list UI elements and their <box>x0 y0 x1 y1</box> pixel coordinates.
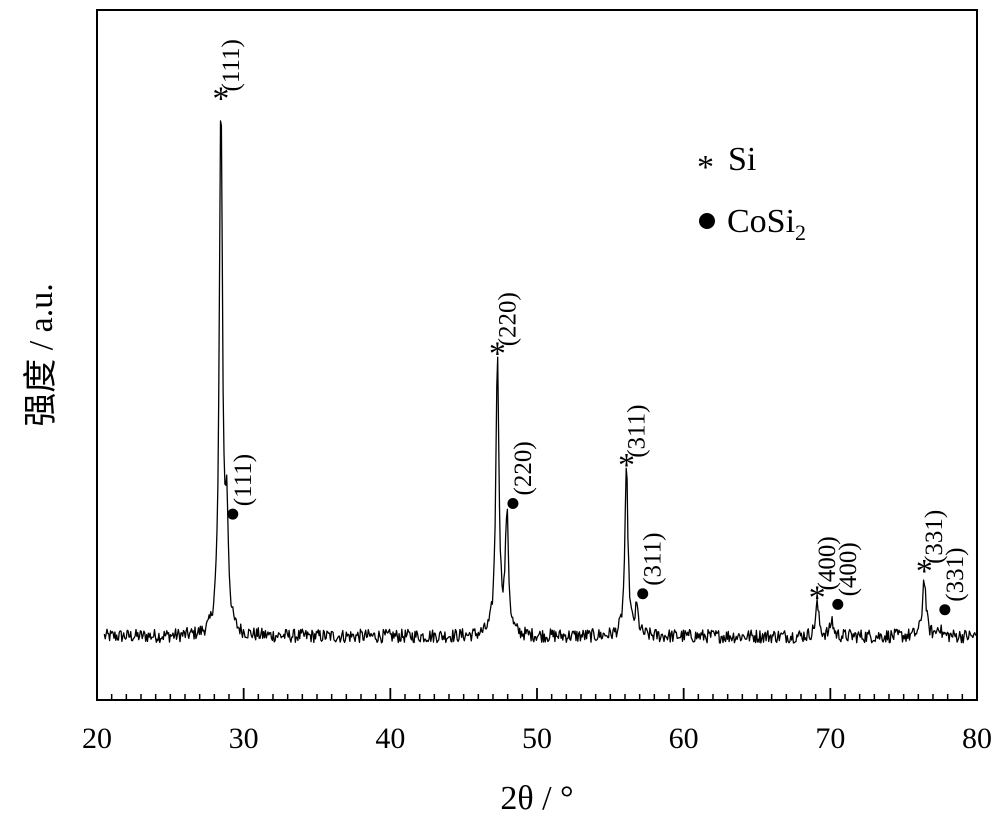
peak-labels: (111) (111) (220) (220) (311) (311) (400)(400)… <box>218 39 969 601</box>
legend-dot-marker <box>699 213 715 229</box>
cosi2-peak-marker <box>832 598 844 610</box>
peak-hkl-label: (311) <box>624 405 651 458</box>
peak-hkl-label: (400) <box>814 536 841 590</box>
y-axis-title: 强度 / a.u. <box>22 283 60 427</box>
x-minor-ticks <box>110 694 964 700</box>
peak-markers: * * * * * <box>212 81 951 616</box>
peak-hkl-label: (111) <box>230 454 257 506</box>
peak-hkl-label: (311) <box>640 533 667 586</box>
si-peak-marker: * <box>809 579 826 616</box>
x-tick-label: 30 <box>229 722 259 755</box>
cosi2-peak-marker <box>227 508 239 520</box>
si-peak-marker: * <box>618 447 635 484</box>
cosi2-peak-marker <box>507 498 519 510</box>
peak-hkl-label: (111) <box>218 39 245 91</box>
peak-hkl-label: (331) <box>921 510 948 564</box>
si-peak-marker: * <box>916 553 933 590</box>
x-tick-label: 20 <box>82 722 112 755</box>
peak-hkl-label: (220) <box>494 292 521 346</box>
legend-label-cosi2: CoSi2 <box>727 203 806 245</box>
cosi2-peak-marker <box>939 604 951 616</box>
x-tick-label: 40 <box>375 722 405 755</box>
x-major-ticks <box>96 688 978 700</box>
xrd-pattern-line <box>103 120 977 644</box>
x-tick-label: 50 <box>522 722 552 755</box>
x-tick-label: 60 <box>669 722 699 755</box>
peak-hkl-label: (220) <box>510 441 537 495</box>
legend-star-marker: * <box>697 149 714 186</box>
peak-hkl-label: (400) <box>835 542 862 596</box>
legend-label-cosi2-main: CoSi <box>727 203 795 240</box>
x-tick-label: 70 <box>815 722 845 755</box>
legend-label-si: Si <box>728 141 756 178</box>
legend: * Si CoSi2 <box>697 141 806 245</box>
x-tick-label: 80 <box>962 722 992 755</box>
si-peak-marker: * <box>489 335 506 372</box>
peak-hkl-label: (331) <box>942 548 969 602</box>
x-tick-labels: 20 30 40 50 60 70 80 <box>82 722 992 755</box>
legend-label-cosi2-sub: 2 <box>795 220 806 245</box>
x-axis-title: 2θ / ° <box>500 780 573 817</box>
si-peak-marker: * <box>212 81 229 118</box>
cosi2-peak-marker <box>637 588 649 600</box>
